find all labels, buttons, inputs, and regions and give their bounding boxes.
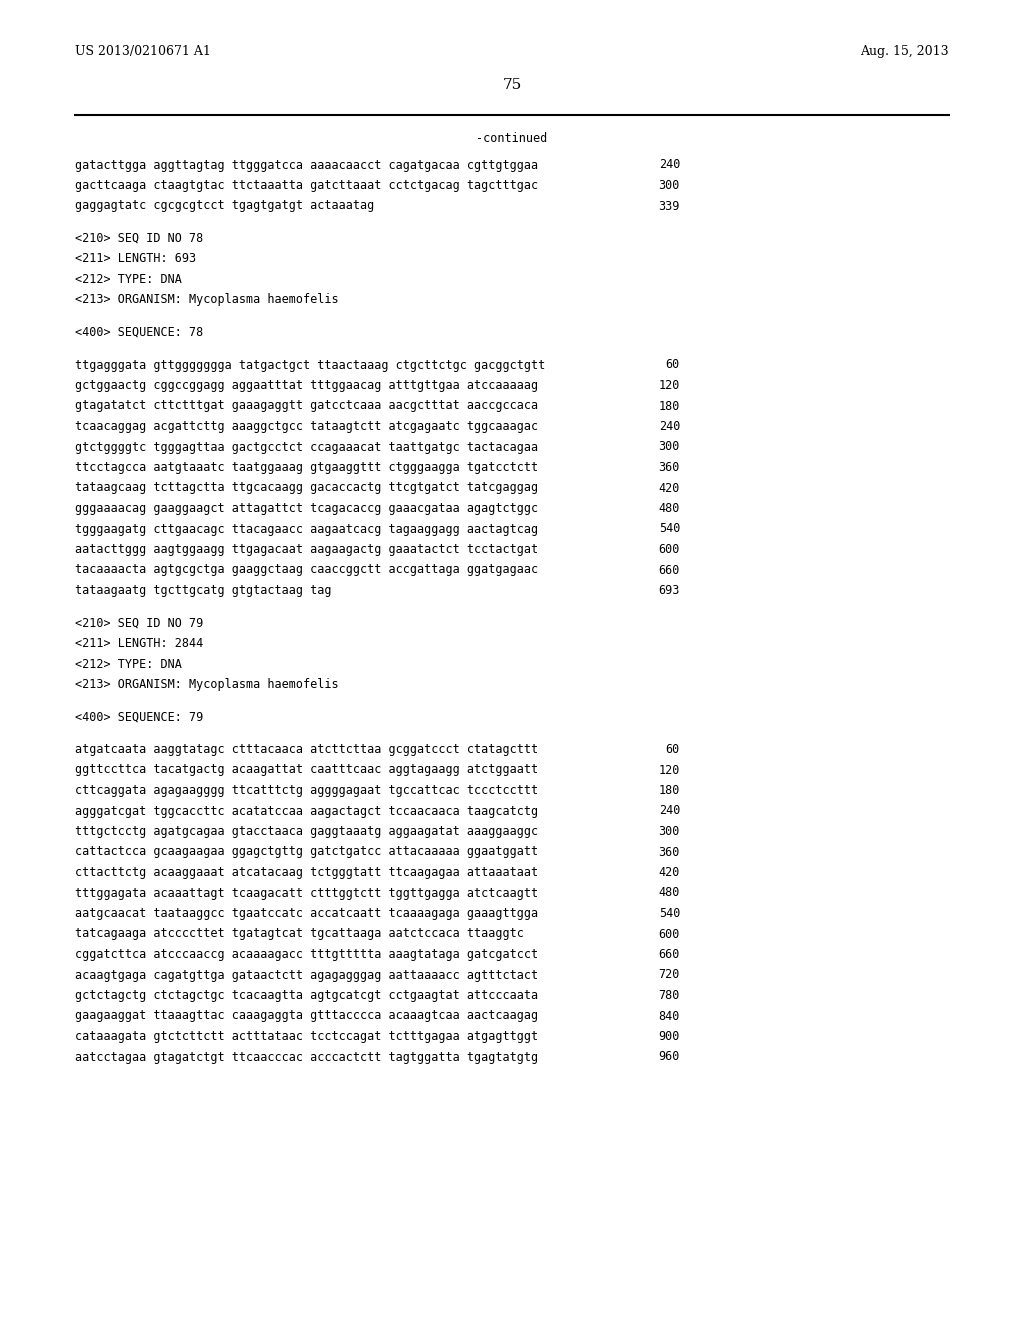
Text: -continued: -continued [476,132,548,144]
Text: tcaacaggag acgattcttg aaaggctgcc tataagtctt atcgagaatc tggcaaagac: tcaacaggag acgattcttg aaaggctgcc tataagt… [75,420,539,433]
Text: tataagaatg tgcttgcatg gtgtactaag tag: tataagaatg tgcttgcatg gtgtactaag tag [75,583,332,597]
Text: 540: 540 [658,523,680,536]
Text: gctggaactg cggccggagg aggaatttat tttggaacag atttgttgaa atccaaaaag: gctggaactg cggccggagg aggaatttat tttggaa… [75,379,539,392]
Text: 360: 360 [658,461,680,474]
Text: 360: 360 [658,846,680,858]
Text: tacaaaacta agtgcgctga gaaggctaag caaccggctt accgattaga ggatgagaac: tacaaaacta agtgcgctga gaaggctaag caaccgg… [75,564,539,577]
Text: aatcctagaa gtagatctgt ttcaacccac acccactctt tagtggatta tgagtatgtg: aatcctagaa gtagatctgt ttcaacccac acccact… [75,1051,539,1064]
Text: gatacttgga aggttagtag ttgggatcca aaaacaacct cagatgacaa cgttgtggaa: gatacttgga aggttagtag ttgggatcca aaaacaa… [75,158,539,172]
Text: 480: 480 [658,502,680,515]
Text: cttcaggata agagaagggg ttcatttctg aggggagaat tgccattcac tccctccttt: cttcaggata agagaagggg ttcatttctg aggggag… [75,784,539,797]
Text: gaagaaggat ttaaagttac caaagaggta gtttacccca acaaagtcaa aactcaagag: gaagaaggat ttaaagttac caaagaggta gtttacc… [75,1010,539,1023]
Text: 180: 180 [658,400,680,412]
Text: 240: 240 [658,158,680,172]
Text: aatgcaacat taataaggcc tgaatccatc accatcaatt tcaaaagaga gaaagttgga: aatgcaacat taataaggcc tgaatccatc accatca… [75,907,539,920]
Text: tgggaagatg cttgaacagc ttacagaacc aagaatcacg tagaaggagg aactagtcag: tgggaagatg cttgaacagc ttacagaacc aagaatc… [75,523,539,536]
Text: gtagatatct cttctttgat gaaagaggtt gatcctcaaa aacgctttat aaccgccaca: gtagatatct cttctttgat gaaagaggtt gatcctc… [75,400,539,412]
Text: ggttccttca tacatgactg acaagattat caatttcaac aggtagaagg atctggaatt: ggttccttca tacatgactg acaagattat caatttc… [75,763,539,776]
Text: <213> ORGANISM: Mycoplasma haemofelis: <213> ORGANISM: Mycoplasma haemofelis [75,293,339,306]
Text: 60: 60 [666,743,680,756]
Text: tatcagaaga atccccttet tgatagtcat tgcattaaga aatctccaca ttaaggtc: tatcagaaga atccccttet tgatagtcat tgcatta… [75,928,524,940]
Text: 840: 840 [658,1010,680,1023]
Text: <400> SEQUENCE: 79: <400> SEQUENCE: 79 [75,710,203,723]
Text: 339: 339 [658,199,680,213]
Text: gggaaaacag gaaggaagct attagattct tcagacaccg gaaacgataa agagtctggc: gggaaaacag gaaggaagct attagattct tcagaca… [75,502,539,515]
Text: 600: 600 [658,928,680,940]
Text: <212> TYPE: DNA: <212> TYPE: DNA [75,657,182,671]
Text: 300: 300 [658,180,680,191]
Text: <210> SEQ ID NO 79: <210> SEQ ID NO 79 [75,616,203,630]
Text: gaggagtatc cgcgcgtcct tgagtgatgt actaaatag: gaggagtatc cgcgcgtcct tgagtgatgt actaaat… [75,199,374,213]
Text: cataaagata gtctcttctt actttataac tcctccagat tctttgagaa atgagttggt: cataaagata gtctcttctt actttataac tcctcca… [75,1030,539,1043]
Text: 420: 420 [658,866,680,879]
Text: tttgctcctg agatgcagaa gtacctaaca gaggtaaatg aggaagatat aaaggaaggc: tttgctcctg agatgcagaa gtacctaaca gaggtaa… [75,825,539,838]
Text: Aug. 15, 2013: Aug. 15, 2013 [860,45,949,58]
Text: ttgagggata gttggggggga tatgactgct ttaactaaag ctgcttctgc gacggctgtt: ttgagggata gttggggggga tatgactgct ttaact… [75,359,545,371]
Text: cattactcca gcaagaagaa ggagctgttg gatctgatcc attacaaaaa ggaatggatt: cattactcca gcaagaagaa ggagctgttg gatctga… [75,846,539,858]
Text: cggatcttca atcccaaccg acaaaagacc tttgttttta aaagtataga gatcgatcct: cggatcttca atcccaaccg acaaaagacc tttgttt… [75,948,539,961]
Text: tataagcaag tcttagctta ttgcacaagg gacaccactg ttcgtgatct tatcgaggag: tataagcaag tcttagctta ttgcacaagg gacacca… [75,482,539,495]
Text: cttacttctg acaaggaaat atcatacaag tctgggtatt ttcaagagaa attaaataat: cttacttctg acaaggaaat atcatacaag tctgggt… [75,866,539,879]
Text: 300: 300 [658,825,680,838]
Text: 75: 75 [503,78,521,92]
Text: <212> TYPE: DNA: <212> TYPE: DNA [75,273,182,286]
Text: 540: 540 [658,907,680,920]
Text: gctctagctg ctctagctgc tcacaagtta agtgcatcgt cctgaagtat attcccaata: gctctagctg ctctagctgc tcacaagtta agtgcat… [75,989,539,1002]
Text: US 2013/0210671 A1: US 2013/0210671 A1 [75,45,211,58]
Text: atgatcaata aaggtatagc ctttacaaca atcttcttaa gcggatccct ctatagcttt: atgatcaata aaggtatagc ctttacaaca atcttct… [75,743,539,756]
Text: <210> SEQ ID NO 78: <210> SEQ ID NO 78 [75,232,203,246]
Text: gacttcaaga ctaagtgtac ttctaaatta gatcttaaat cctctgacag tagctttgac: gacttcaaga ctaagtgtac ttctaaatta gatctta… [75,180,539,191]
Text: 240: 240 [658,420,680,433]
Text: 420: 420 [658,482,680,495]
Text: aatacttggg aagtggaagg ttgagacaat aagaagactg gaaatactct tcctactgat: aatacttggg aagtggaagg ttgagacaat aagaaga… [75,543,539,556]
Text: 60: 60 [666,359,680,371]
Text: <213> ORGANISM: Mycoplasma haemofelis: <213> ORGANISM: Mycoplasma haemofelis [75,678,339,690]
Text: 480: 480 [658,887,680,899]
Text: 900: 900 [658,1030,680,1043]
Text: agggatcgat tggcaccttc acatatccaa aagactagct tccaacaaca taagcatctg: agggatcgat tggcaccttc acatatccaa aagacta… [75,804,539,817]
Text: 720: 720 [658,969,680,982]
Text: acaagtgaga cagatgttga gataactctt agagagggag aattaaaacc agtttctact: acaagtgaga cagatgttga gataactctt agagagg… [75,969,539,982]
Text: 300: 300 [658,441,680,454]
Text: 600: 600 [658,543,680,556]
Text: 660: 660 [658,948,680,961]
Text: 660: 660 [658,564,680,577]
Text: <211> LENGTH: 2844: <211> LENGTH: 2844 [75,638,203,649]
Text: <400> SEQUENCE: 78: <400> SEQUENCE: 78 [75,326,203,339]
Text: gtctggggtc tgggagttaa gactgcctct ccagaaacat taattgatgc tactacagaa: gtctggggtc tgggagttaa gactgcctct ccagaaa… [75,441,539,454]
Text: 693: 693 [658,583,680,597]
Text: 180: 180 [658,784,680,797]
Text: <211> LENGTH: 693: <211> LENGTH: 693 [75,252,197,265]
Text: 120: 120 [658,379,680,392]
Text: 780: 780 [658,989,680,1002]
Text: ttcctagcca aatgtaaatc taatggaaag gtgaaggttt ctgggaagga tgatcctctt: ttcctagcca aatgtaaatc taatggaaag gtgaagg… [75,461,539,474]
Text: 240: 240 [658,804,680,817]
Text: 960: 960 [658,1051,680,1064]
Text: 120: 120 [658,763,680,776]
Text: tttggagata acaaattagt tcaagacatt ctttggtctt tggttgagga atctcaagtt: tttggagata acaaattagt tcaagacatt ctttggt… [75,887,539,899]
